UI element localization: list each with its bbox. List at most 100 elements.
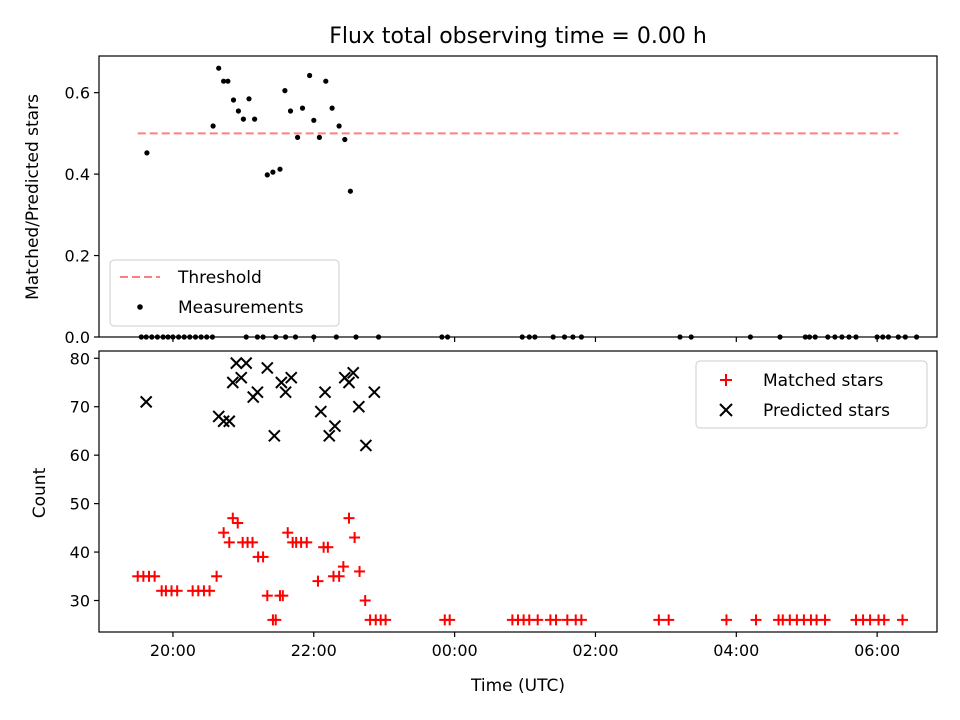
bottom-axes: 30 40 50 60 70 80 20:00 22:00 00:00 02:00 04:00 06:… (70, 349, 938, 660)
bottom-xtick-label: 20:00 (150, 641, 196, 660)
matched-point (333, 570, 345, 582)
predicted-point (217, 415, 230, 428)
predicted-point (279, 385, 292, 399)
legend-threshold-label: Threshold (177, 268, 262, 288)
matched-point (550, 614, 562, 626)
legend-predicted-label: Predicted stars (763, 401, 890, 421)
predicted-point (323, 429, 336, 442)
bottom-ytick-label: 80 (70, 349, 90, 368)
bottom-ytick-label: 60 (70, 446, 90, 465)
predicted-point (328, 419, 342, 433)
bottom-legend: Matched stars Predicted stars (695, 360, 928, 429)
matched-point (257, 551, 269, 563)
predicted-point (251, 385, 264, 399)
matched-point (247, 536, 259, 548)
matched-point (227, 512, 239, 524)
matched-point (232, 517, 244, 529)
measurement-point (277, 166, 283, 172)
matched-point (322, 541, 334, 553)
matched-point (261, 590, 273, 602)
matched-point (819, 614, 831, 626)
matched-point (653, 614, 665, 626)
matched-point (149, 570, 161, 582)
predicted-point (314, 405, 328, 418)
legend-matched-label: Matched stars (763, 371, 883, 391)
matched-point (359, 595, 371, 607)
bottom-xtick-label: 00:00 (432, 641, 478, 660)
predicted-point (352, 400, 366, 413)
measurement-point (252, 116, 258, 122)
predicted-point (275, 376, 288, 389)
bottom-xtick-label: 02:00 (572, 641, 618, 660)
predicted-point (230, 356, 243, 370)
measurement-point (235, 108, 241, 114)
matched-point (171, 585, 183, 597)
predicted-point (318, 385, 332, 399)
matched-point (444, 614, 456, 626)
predicted-point (347, 366, 360, 380)
measurement-point (347, 188, 353, 194)
measurement-point (287, 108, 294, 114)
matched-point (204, 585, 216, 597)
predicted-point (285, 371, 298, 384)
predicted-point (235, 371, 248, 384)
measurement-point (295, 134, 301, 140)
top-frame (98, 55, 938, 338)
measurement-point (230, 97, 237, 103)
measurement-point (144, 150, 150, 156)
matched-point (380, 614, 392, 626)
measurement-point (246, 96, 252, 102)
matched-point (896, 614, 908, 626)
measurement-point (311, 117, 317, 123)
measurement-point (270, 169, 276, 175)
matched-point (532, 614, 544, 626)
matched-point (349, 532, 361, 544)
chart-title: Flux total observing time = 0.00 h (329, 24, 707, 49)
top-ytick-label: 0.6 (65, 84, 90, 103)
predicted-point (359, 439, 373, 452)
matched-point (218, 527, 230, 539)
matched-point (337, 561, 349, 573)
bottom-ytick-label: 40 (70, 543, 90, 562)
measurement-point (307, 72, 313, 79)
matched-point (720, 614, 732, 626)
matched-point (343, 512, 355, 524)
top-legend: Threshold Measurements (109, 259, 340, 327)
matched-point (750, 614, 762, 626)
bottom-xtick-label: 04:00 (713, 641, 759, 660)
measurement-point (316, 134, 322, 140)
top-axes: 0.0 0.2 0.4 0.6 (65, 55, 938, 347)
predicted-point (342, 376, 356, 389)
measurement-point (342, 136, 348, 143)
matched-point (282, 527, 294, 539)
predicted-point (223, 415, 236, 428)
legend-matched-swatch (720, 374, 732, 386)
bottom-ytick-label: 30 (70, 592, 90, 611)
bottom-ylabel: Count (30, 467, 50, 518)
predicted-point (368, 385, 381, 399)
matched-point (663, 614, 675, 626)
measurement-point (329, 105, 335, 111)
predicted-point (268, 429, 281, 442)
bottom-ytick-label: 50 (70, 495, 90, 514)
legend-measurements-swatch (137, 304, 143, 310)
measurement-point (299, 105, 306, 111)
top-ytick-label: 0.2 (65, 247, 90, 266)
top-ylabel: Matched/Predicted stars (23, 94, 43, 300)
matched-point (270, 614, 282, 626)
measurement-point (282, 88, 288, 94)
measurement-point (216, 65, 222, 71)
legend-measurements-label: Measurements (178, 298, 304, 318)
measurement-point (323, 78, 329, 84)
measurement-point (210, 123, 216, 129)
bottom-xtick-label: 22:00 (291, 641, 337, 660)
matched-point (211, 570, 223, 582)
measurement-point (336, 123, 342, 129)
measurement-point (225, 78, 231, 84)
bottom-frame (98, 350, 938, 633)
matched-point (301, 536, 313, 548)
top-ytick-label: 0.4 (65, 165, 90, 184)
bottom-xlabel: Time (UTC) (470, 676, 565, 696)
legend-predicted-swatch (719, 403, 733, 417)
